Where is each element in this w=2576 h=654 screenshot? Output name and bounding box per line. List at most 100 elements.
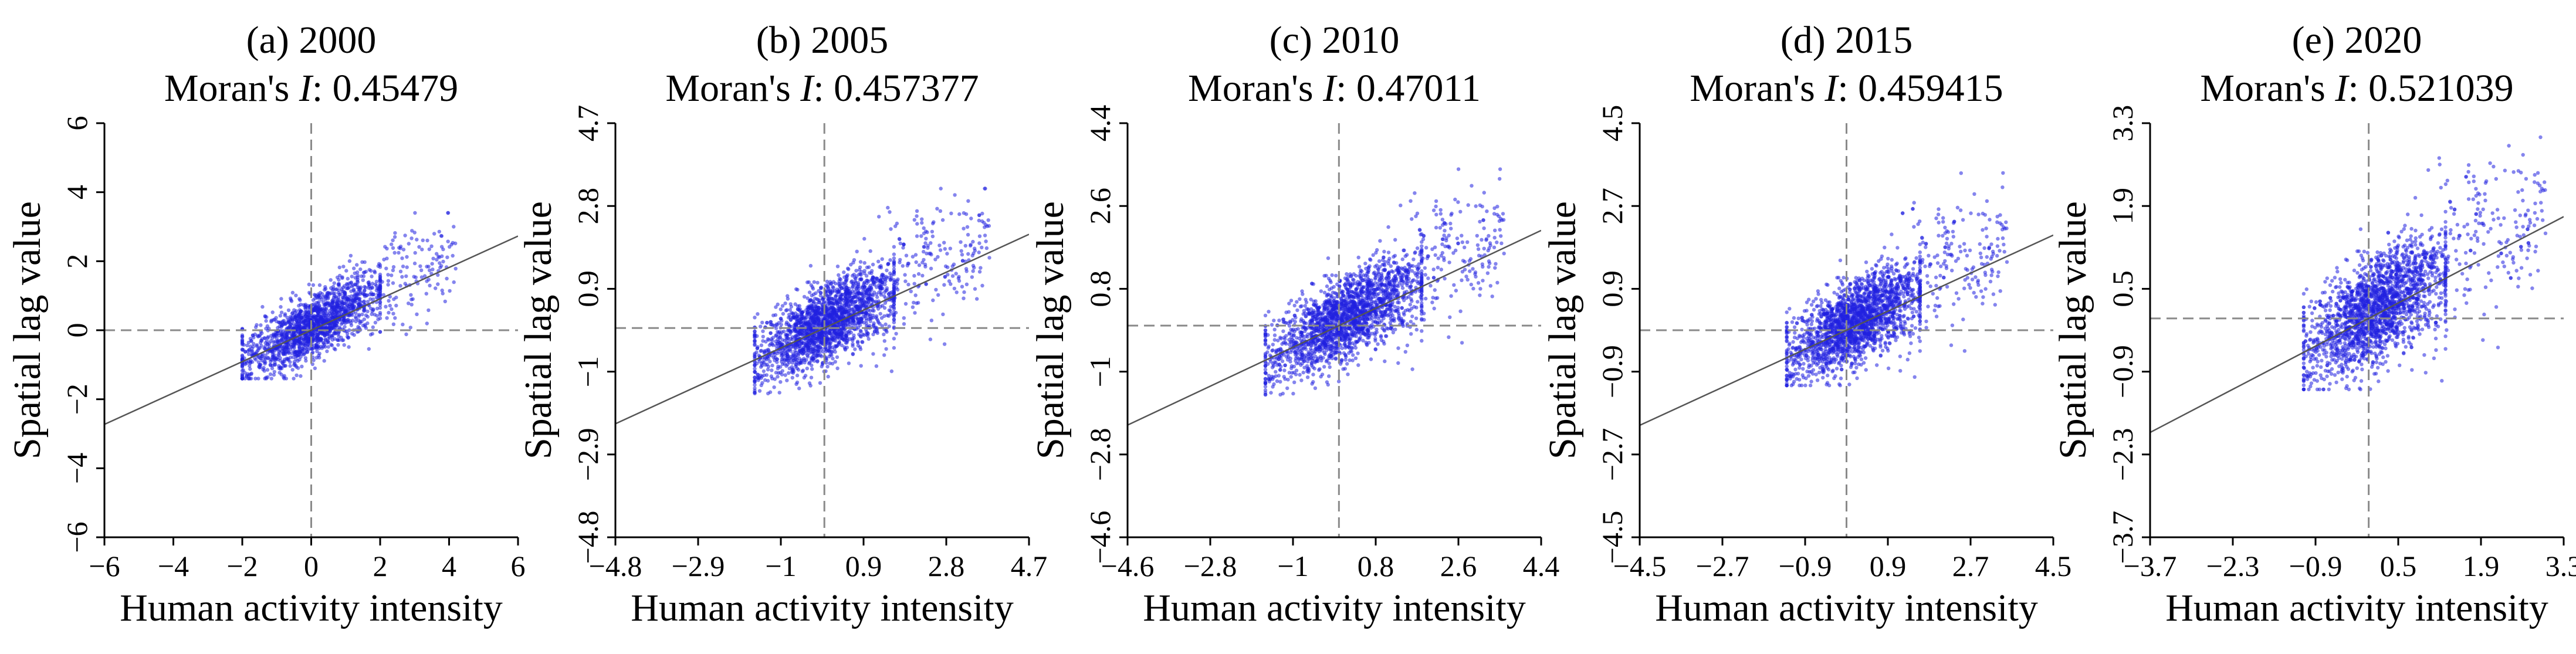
data-point [240,353,245,357]
data-point [342,318,346,323]
data-point [1330,273,1334,277]
data-point [818,381,822,385]
data-point [912,274,916,278]
data-point [892,307,896,311]
data-point [897,237,902,241]
data-point [358,320,363,324]
data-point [845,273,850,277]
fit-line [615,233,1029,425]
data-point [262,336,266,340]
data-point [425,238,429,243]
data-point [922,231,926,236]
data-point [451,253,455,258]
data-point [317,283,322,287]
data-point [352,266,356,270]
data-point [445,255,449,259]
data-point [370,282,375,286]
data-point [783,362,787,366]
data-point [351,318,355,323]
data-point [1325,284,1329,289]
data-point [374,284,379,288]
data-point [378,303,382,307]
data-point [248,344,253,348]
data-point [283,330,287,335]
data-point [770,342,774,346]
data-point [983,187,987,191]
data-point [333,331,337,335]
data-point [801,351,805,356]
y-tick-label: −4.8 [571,511,604,564]
data-point [984,239,988,243]
data-point [354,315,358,319]
data-point [791,352,796,356]
data-point [827,297,831,301]
data-point [392,250,397,255]
data-point [872,321,876,326]
data-point [1498,228,1502,232]
data-point [778,307,783,311]
data-point [1439,267,1443,272]
data-point [845,301,849,305]
y-tick-label: 0 [60,323,93,338]
data-point [828,353,833,357]
data-point [862,271,866,276]
y-tick-label: −1 [571,356,604,387]
data-point [849,330,854,335]
data-point [290,290,295,295]
data-point [414,275,418,279]
data-point [777,321,781,325]
data-point [287,321,292,325]
data-point [857,284,861,288]
data-point [1327,374,1331,378]
data-point [892,303,896,307]
data-point [810,304,814,309]
data-point [293,314,297,319]
data-point [926,243,930,248]
y-tick-label: 6 [60,116,93,131]
data-point [266,375,270,379]
data-point [863,288,867,292]
data-point [788,337,793,341]
data-point [950,274,955,278]
data-point [820,362,825,367]
data-point [284,377,289,381]
data-point [851,260,855,265]
data-point [878,311,882,316]
data-point [880,257,884,261]
data-point [883,282,887,287]
data-point [957,212,962,216]
data-point [761,360,765,364]
data-point [352,304,356,308]
data-point [856,344,861,348]
moran-prefix: Moran's [1188,67,1323,110]
data-point [290,368,295,372]
data-point [1396,346,1400,350]
data-point [778,380,783,384]
data-point [969,216,973,221]
data-point [1413,191,1417,195]
data-point [888,309,892,313]
data-point [378,263,382,267]
data-point [1478,219,1482,224]
data-point [867,265,871,269]
data-point [931,221,935,226]
data-point [434,286,438,290]
data-point [385,316,389,320]
moran-prefix: Moran's [164,67,299,110]
y-tick-label: 2 [60,254,93,269]
data-point [343,309,347,313]
data-point [882,332,886,337]
data-point [847,311,851,316]
data-point [1476,247,1481,251]
data-point [895,287,900,292]
data-point [851,273,855,278]
data-point [1370,331,1374,336]
data-point [942,283,946,287]
data-point [1463,267,1467,272]
data-point [277,371,282,375]
data-point [923,265,928,269]
data-point [903,273,907,277]
data-point [385,256,389,260]
x-tick-label: 2 [373,550,388,582]
data-point [906,262,911,266]
